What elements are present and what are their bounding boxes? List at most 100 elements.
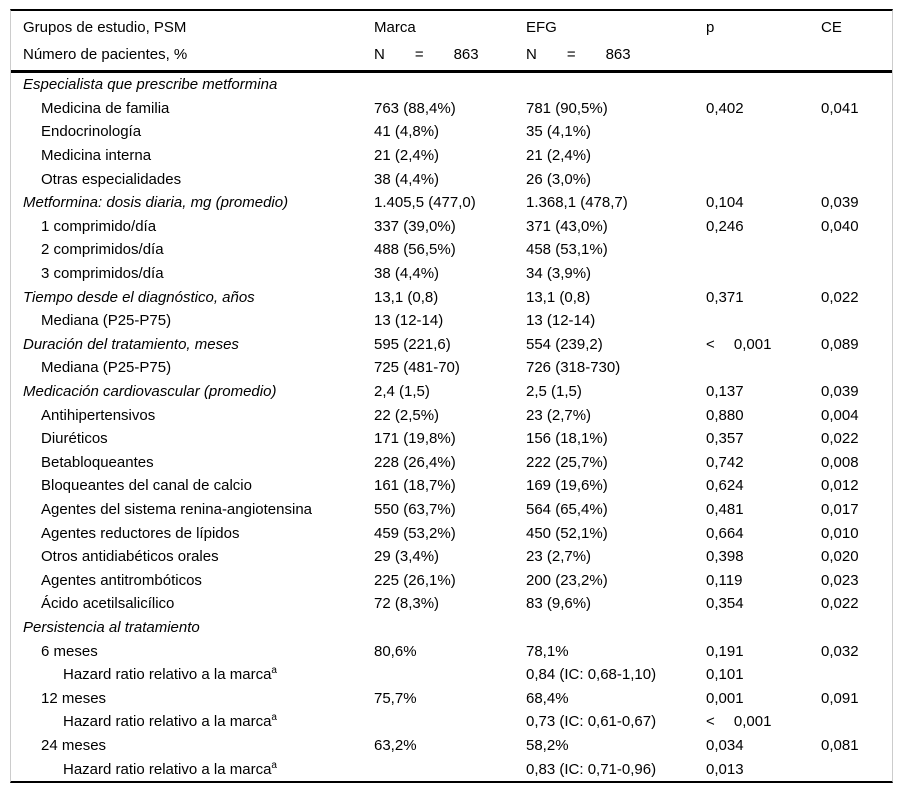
table-row: Agentes del sistema renina-angiotensina 5… [11,498,892,522]
row-label: Agentes del sistema renina-angiotensina [41,500,313,518]
p-value: 0,191 [706,642,744,660]
ce-value: 0,032 [821,642,859,660]
table-row: Otros antidiabéticos orales 29 (3,4%) 23 (… [11,545,892,569]
efg-value: 35 (4,1%) [526,123,592,141]
header-row-2: Número de pacientes, % N = 863 N = 863 [11,41,892,68]
ce-value: 0,022 [821,430,859,448]
p-value: 0,398 [706,548,744,566]
efg-value: 0,73 (IC: 0,61-0,67) [526,713,657,731]
marca-value: 29 (3,4%) [374,548,440,566]
marca-value: 22 (2,5%) [374,406,440,424]
row-label: Mediana (P25-P75) [41,359,172,377]
efg-value: 781 (90,5%) [526,99,608,117]
ce-value: 0,020 [821,548,859,566]
row-label: Tiempo desde el diagnóstico, años [23,288,255,306]
marca-value: 80,6% [374,642,417,660]
marca-value: 225 (26,1%) [374,571,456,589]
p-value: 0,013 [706,760,744,778]
table-row: Medicina de familia 763 (88,4%) 781 (90,5%… [11,97,892,121]
marca-value: 161 (18,7%) [374,477,456,495]
row-label: 12 meses [41,689,107,707]
row-label: 3 comprimidos/día [41,265,164,283]
row-label: Metformina: dosis diaria, mg (promedio) [23,194,289,212]
ce-value: 0,040 [821,217,859,235]
row-label: Agentes antitrombóticos [41,571,202,589]
table-row: 12 meses 75,7% 68,4% 0,001 0,091 [11,686,892,710]
marca-value: 550 (63,7%) [374,500,456,518]
p-value: 0,001 [706,689,744,707]
efg-value: 458 (53,1%) [526,241,608,259]
marca-value: 75,7% [374,689,417,707]
p-value: 0,371 [706,288,744,306]
row-label: Hazard ratio relativo a la marcaa [63,760,277,778]
ce-value: 0,039 [821,383,859,401]
p-value: 0,742 [706,453,744,471]
table-row: Betabloqueantes 228 (26,4%) 222 (25,7%) 0,7… [11,451,892,475]
table-row: Tiempo desde el diagnóstico, años 13,1 (0… [11,285,892,309]
table-row: Duración del tratamiento, meses 595 (221,… [11,333,892,357]
ce-value: 0,041 [821,99,859,117]
row-label: 2 comprimidos/día [41,241,164,259]
efg-value: 371 (43,0%) [526,217,608,235]
efg-value: 564 (65,4%) [526,500,608,518]
table-row: 6 meses 80,6% 78,1% 0,191 0,032 [11,639,892,663]
header-marca-n: N = 863 [374,46,479,63]
footnote-marker: a [271,760,277,771]
row-label: Persistencia al tratamiento [23,618,200,636]
ce-value: 0,091 [821,689,859,707]
table-row: 2 comprimidos/día 488 (56,5%) 458 (53,1%) [11,238,892,262]
marca-value: 488 (56,5%) [374,241,456,259]
p-value: 0,354 [706,595,744,613]
table-row: Otras especialidades 38 (4,4%) 26 (3,0%) [11,167,892,191]
ce-value: 0,081 [821,736,859,754]
header-efg: EFG [526,19,557,36]
efg-value: 450 (52,1%) [526,524,608,542]
header-p: p [706,19,715,36]
header-row-1: Grupos de estudio, PSM Marca EFG p CE [11,14,892,41]
table-row: Hazard ratio relativo a la marcaa 0,84 (I… [11,663,892,687]
p-value: 0,246 [706,217,744,235]
header-ce: CE [821,19,842,36]
p-value: 0,481 [706,500,744,518]
efg-value: 200 (23,2%) [526,571,608,589]
table-row: Hazard ratio relativo a la marcaa 0,73 (I… [11,710,892,734]
efg-value: 23 (2,7%) [526,406,592,424]
ce-value: 0,022 [821,595,859,613]
marca-value: 63,2% [374,736,417,754]
efg-value: 156 (18,1%) [526,430,608,448]
marca-value: 38 (4,4%) [374,265,440,283]
table-row: Especialista que prescribe metformina [11,73,892,97]
table-row: Hazard ratio relativo a la marcaa 0,83 (I… [11,757,892,781]
marca-value: 2,4 (1,5) [374,383,430,401]
header-patients-label: Número de pacientes, % [23,46,188,63]
marca-value: 763 (88,4%) [374,99,456,117]
p-value: < 0,001 [706,335,772,353]
table-row: Mediana (P25-P75) 13 (12-14) 13 (12-14) [11,309,892,333]
p-value: 0,034 [706,736,744,754]
marca-value: 13,1 (0,8) [374,288,439,306]
efg-value: 1.368,1 (478,7) [526,194,628,212]
marca-value: 228 (26,4%) [374,453,456,471]
row-label: Hazard ratio relativo a la marcaa [63,713,277,731]
row-label: Agentes reductores de lípidos [41,524,240,542]
p-value: 0,664 [706,524,744,542]
row-label: Endocrinología [41,123,142,141]
efg-value: 83 (9,6%) [526,595,592,613]
row-label: 1 comprimido/día [41,217,157,235]
efg-value: 26 (3,0%) [526,170,592,188]
table-row: 3 comprimidos/día 38 (4,4%) 34 (3,9%) [11,262,892,286]
table-row: 1 comprimido/día 337 (39,0%) 371 (43,0%) 0,… [11,215,892,239]
marca-value: 595 (221,6) [374,335,451,353]
table-row: Diuréticos 171 (19,8%) 156 (18,1%) 0,357 0,0… [11,427,892,451]
efg-value: 0,84 (IC: 0,68-1,10) [526,666,657,684]
p-value: 0,357 [706,430,744,448]
row-label: Betabloqueantes [41,453,154,471]
efg-value: 13 (12-14) [526,312,596,330]
row-label: Medicina interna [41,147,152,165]
table-row: Medicina interna 21 (2,4%) 21 (2,4%) [11,144,892,168]
efg-value: 13,1 (0,8) [526,288,591,306]
study-groups-table: Grupos de estudio, PSM Marca EFG p CE Nú… [10,9,893,783]
ce-value: 0,004 [821,406,859,424]
ce-value: 0,008 [821,453,859,471]
efg-value: 726 (318-730) [526,359,621,377]
